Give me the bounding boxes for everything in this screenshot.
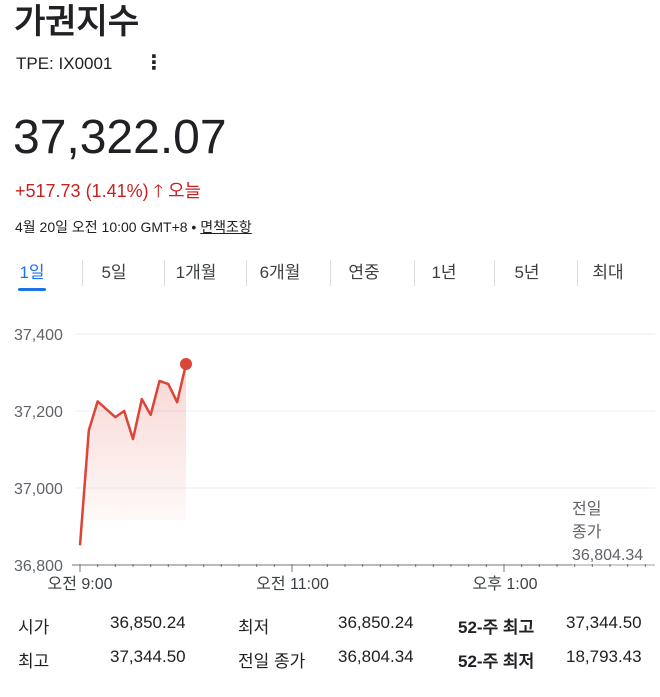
stat-label: 전일 종가 (238, 652, 306, 671)
vertical-dots-icon[interactable]: ⋮ (144, 52, 164, 74)
stat-label: 최저 (238, 618, 270, 637)
tab-separator (414, 260, 415, 286)
change-value: +517.73 (1.41%) (15, 181, 149, 201)
price-area (80, 364, 186, 546)
tab-separator (330, 260, 331, 286)
tab-3[interactable]: 6개월 (259, 263, 301, 282)
stat-value: 36,850.24 (338, 613, 414, 632)
x-tick-label: 오후 1:00 (472, 575, 537, 593)
previous-close-label: 종가 (572, 523, 602, 541)
stat-label: 최고 (18, 652, 50, 671)
price-change: +517.73 (1.41%) 🡑 오늘 (15, 177, 201, 209)
y-tick-label: 37,400 (14, 327, 63, 344)
tab-separator (164, 260, 165, 286)
tab-4[interactable]: 연중 (348, 263, 380, 282)
stat-value: 37,344.50 (110, 647, 186, 666)
previous-close-label: 전일 (572, 500, 601, 518)
stat-value: 18,793.43 (566, 647, 642, 666)
x-tick-label: 오전 11:00 (256, 575, 329, 593)
tab-7[interactable]: 최대 (592, 263, 624, 282)
tab-0[interactable]: 1일 (2, 258, 62, 291)
tab-2[interactable]: 1개월 (175, 263, 217, 282)
data-point (180, 358, 192, 371)
disclaimer-link[interactable]: 면책조항 (200, 219, 252, 235)
previous-close-value: 36,804.34 (572, 547, 643, 564)
tab-separator (577, 260, 578, 286)
price-line (78, 363, 188, 546)
stat-label: 52-주 최고 (458, 618, 535, 637)
current-price: 37,322.07 (13, 111, 227, 164)
range-tabs: 1일 5일 1개월 6개월 연중 1년 5년 최대 (0, 258, 660, 294)
period-label: 오늘 (168, 181, 202, 201)
stat-value: 36,804.34 (338, 647, 414, 666)
stat-label: 52-주 최저 (458, 652, 535, 671)
timestamp: 4월 20일 오전 10:00 GMT+8 • (15, 219, 201, 235)
y-tick-label: 36,800 (14, 558, 63, 575)
stat-label: 시가 (18, 618, 50, 637)
y-tick-label: 37,200 (14, 404, 63, 421)
index-title: 가권지수 (14, 2, 140, 42)
tab-separator (82, 260, 83, 286)
tab-5[interactable]: 1년 (431, 263, 457, 282)
stat-value: 37,344.50 (566, 613, 642, 632)
tab-separator (246, 260, 247, 286)
tab-1[interactable]: 5일 (101, 263, 127, 282)
arrow-up-icon: 🡑 (153, 181, 163, 201)
tab-separator (494, 260, 495, 286)
y-tick-label: 37,000 (14, 481, 63, 498)
tab-6[interactable]: 5년 (514, 263, 540, 282)
stat-value: 36,850.24 (110, 613, 186, 632)
x-tick-label: 오전 9:00 (47, 575, 112, 593)
ticker-symbol: TPE: IX0001 (16, 54, 113, 73)
timestamp-line: 4월 20일 오전 10:00 GMT+8 • 면책조항 (15, 217, 252, 237)
